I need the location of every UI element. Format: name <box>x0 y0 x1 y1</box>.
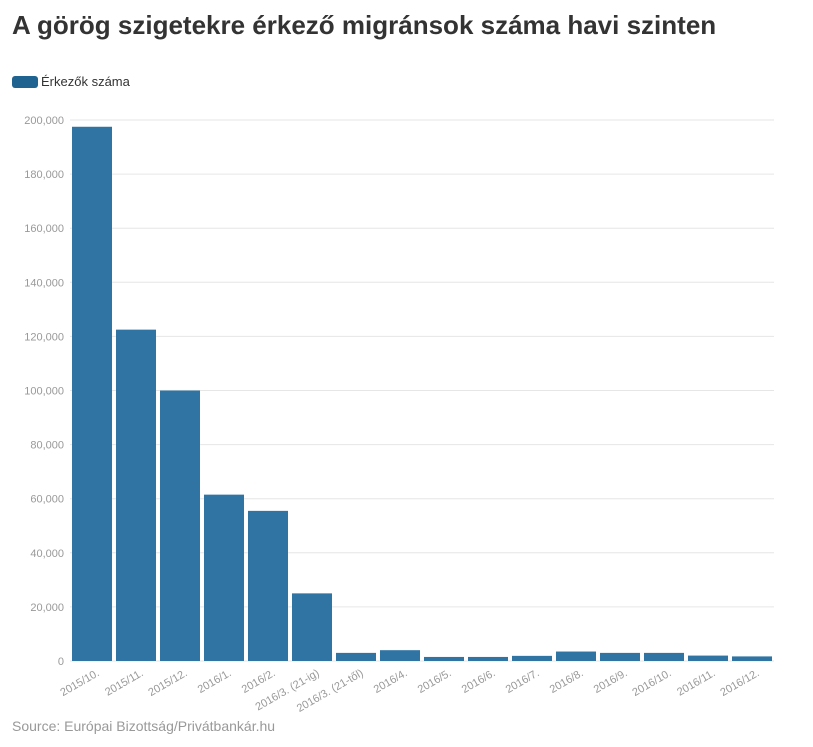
y-tick-label: 200,000 <box>24 115 64 127</box>
x-tick-label: 2016/10. <box>630 667 673 699</box>
y-tick-label: 100,000 <box>24 386 64 398</box>
legend-label: Érkezők száma <box>41 74 130 89</box>
x-tick-label: 2015/10. <box>58 667 101 699</box>
y-tick-label: 0 <box>58 656 64 668</box>
x-axis-ticks: 2015/10. 2015/11. 2015/12. 2016/1. 2016/2.20… <box>58 667 761 715</box>
bar <box>204 494 244 661</box>
bar <box>72 126 112 661</box>
bar <box>424 656 464 661</box>
x-tick-label: 2016/8. <box>548 667 586 696</box>
bar <box>556 651 596 661</box>
bar <box>336 652 376 661</box>
y-tick-label: 140,000 <box>24 277 64 289</box>
x-tick-label: 2016/1. <box>196 667 234 696</box>
bar <box>248 510 288 661</box>
y-tick-label: 40,000 <box>30 548 64 560</box>
x-tick-label: 2015/11. <box>103 667 145 698</box>
x-tick-label: 2016/7. <box>504 667 542 696</box>
x-tick-label: 2016/6. <box>460 667 498 696</box>
bar <box>732 656 772 661</box>
x-tick-label: 2016/11. <box>675 667 717 698</box>
y-tick-label: 80,000 <box>30 440 64 452</box>
bar <box>644 652 684 661</box>
bar <box>468 656 508 661</box>
y-tick-label: 160,000 <box>24 223 64 235</box>
y-tick-label: 60,000 <box>30 494 64 506</box>
legend-swatch <box>12 75 38 88</box>
bar <box>512 655 552 661</box>
x-tick-label: 2016/4. <box>372 667 410 696</box>
y-tick-label: 120,000 <box>24 331 64 343</box>
bar <box>160 390 200 661</box>
gridlines <box>70 119 774 662</box>
bar <box>688 655 728 661</box>
x-tick-label: 2015/12. <box>146 667 189 699</box>
x-tick-label: 2016/9. <box>592 667 630 696</box>
bar <box>380 650 420 661</box>
y-tick-label: 20,000 <box>30 602 64 614</box>
y-axis-ticks: 0 20,000 40,000 60,000 80,000 100,000 120,000 1… <box>24 115 64 668</box>
y-tick-label: 180,000 <box>24 169 64 181</box>
legend: Érkezők száma <box>12 74 130 89</box>
x-tick-label: 2016/5. <box>416 667 454 696</box>
bars <box>72 126 772 661</box>
bar <box>292 593 332 661</box>
bar <box>116 329 156 661</box>
bar <box>600 652 640 661</box>
source-note: Source: Európai Bizottság/Privátbankár.h… <box>12 718 276 734</box>
x-tick-label: 2016/12. <box>718 667 761 699</box>
chart-title: A görög szigetekre érkező migránsok szám… <box>12 10 717 40</box>
